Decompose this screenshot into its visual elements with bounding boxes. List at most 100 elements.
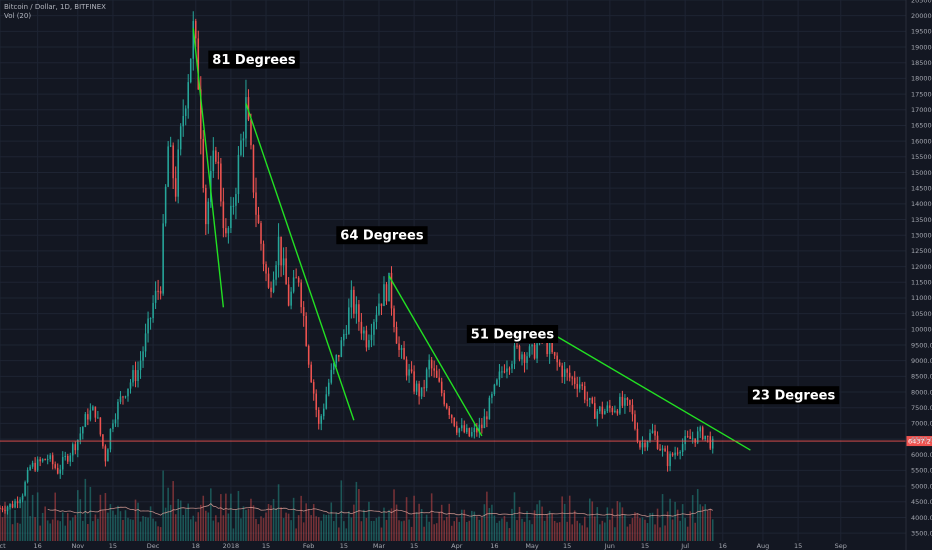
candle-body [182,115,184,127]
candle-body [558,362,561,366]
candle-body [222,201,225,229]
volume-bar [463,509,466,541]
candle-body [192,21,195,59]
candle-body [147,318,149,334]
candle-body [235,194,237,206]
candle-body [330,369,333,383]
candle-body [548,341,551,354]
candle-body [448,408,451,416]
candle-body [320,416,323,424]
volume-bar [501,518,503,541]
candle-body [317,409,320,424]
volume-bar [327,514,330,541]
volume-bar [556,522,558,541]
candle-body [82,426,84,434]
volume-bar [343,521,345,541]
candle-body [583,386,586,400]
candle-body [114,419,117,424]
candle-body [506,368,508,372]
volume-bar [275,508,277,541]
volume-bar [39,525,41,541]
candle-body [14,501,16,508]
price-axis[interactable]: 3500.0 4000.0 4500.0 5000.0 5500.0 6000.0 6500… [905,0,932,550]
annotations[interactable]: 81 Degrees 64 Degrees 51 Degrees 23 Degrees [208,50,840,405]
candle-body [626,398,629,401]
candle-body [169,145,172,147]
candle-body [518,345,521,360]
volume-bar [162,470,164,541]
y-tick-label: 3500.0 [911,529,932,537]
volume-bar [518,506,521,541]
candle-body [92,406,94,411]
candle-body [11,504,14,508]
trendline [388,275,483,437]
annotation-bg [208,50,300,69]
volume-bar [681,504,684,541]
candle-body [21,495,24,500]
candle-body [430,359,433,369]
trendlines[interactable] [192,28,751,451]
candle-body [684,436,686,445]
volume-bar [174,514,177,541]
volume-bar [503,516,506,541]
volume-bar [72,517,74,541]
volume-bar [79,499,82,541]
x-tick-label: Sep [835,542,847,550]
volume-bar [420,508,423,541]
x-tick-label: 15 [410,542,418,550]
y-tick-label: 20000.0 [911,12,932,20]
volume-bar [654,524,656,541]
volume-bar [77,490,79,541]
candle-body [473,427,476,433]
candle-body [501,371,503,373]
time-axis[interactable]: Oct 16 Nov 15 Dec 18 2018 15 Feb 15 Mar 15 Apr 16 May 1… [0,542,847,550]
candle-body [496,379,498,385]
volume-bar [237,490,240,541]
candle-body [272,279,275,292]
symbol-title[interactable]: Bitcoin / Dollar, 1D, BITFINEX [4,3,106,11]
volume-bar [624,515,626,541]
volume-bar [538,500,541,541]
volume-bar [285,512,287,541]
volume-bar [423,526,425,541]
candle-body [420,387,423,397]
candle-body [307,345,310,365]
candle-body [255,192,257,215]
volume-indicator-title[interactable]: Vol (20) [4,12,32,20]
volume-bar [458,521,461,541]
candle-body [481,424,483,429]
volume-bar [410,526,413,541]
volume-bar [430,493,433,541]
candle-body [513,345,516,364]
volume-bar [631,518,634,541]
volume-bar [363,509,365,541]
candle-body [556,355,558,363]
candle-body [149,318,152,320]
volume-bar [471,510,473,541]
annotation-text: 51 Degrees [471,328,555,343]
candle-body [142,351,144,361]
volume-bar [543,520,546,541]
candle-body [292,277,295,292]
candle-body [49,455,51,460]
volume-bar [142,515,144,541]
volume-bar [109,504,112,541]
volume-bar [528,520,531,541]
volume-bar [250,498,252,541]
candle-body [383,284,385,307]
candle-body [634,414,636,429]
candle-body [225,228,227,234]
candle-body [295,277,297,279]
candle-body [706,435,709,437]
volume-bar [523,521,526,541]
candle-body [282,258,285,266]
volume-bar [684,517,686,541]
volume-bar [689,511,691,541]
candle-body [137,370,139,381]
volume-bar [536,504,538,541]
volume-bar [513,492,516,541]
annotation-bg [466,325,559,344]
candle-body [36,459,39,471]
volume-bar [388,509,390,541]
